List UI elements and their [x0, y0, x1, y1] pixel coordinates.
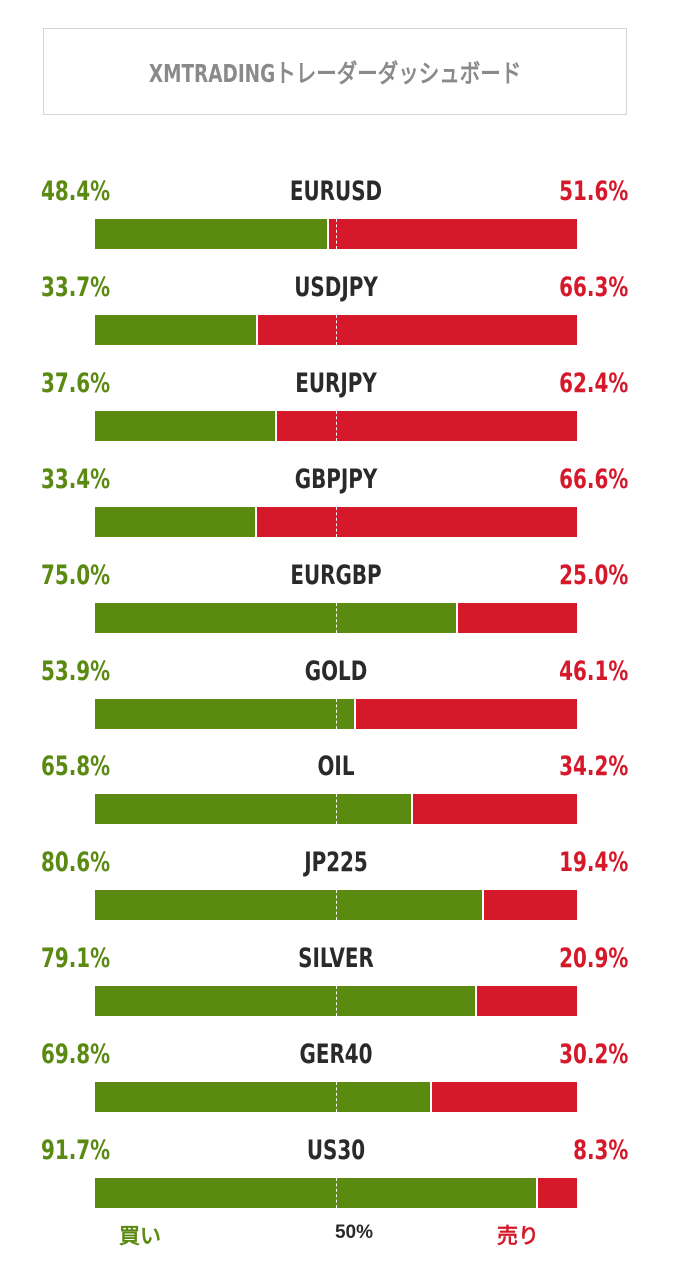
symbol-label: EURJPY	[295, 367, 377, 399]
buy-percent-label: 69.8%	[41, 1039, 111, 1071]
buy-percent-label: 79.1%	[41, 943, 111, 975]
buy-bar-segment	[95, 986, 476, 1017]
buy-percent-label: 37.6%	[41, 367, 111, 399]
buy-bar-segment	[95, 602, 457, 633]
midline-marker	[336, 1082, 337, 1113]
buy-percent-label: 33.4%	[41, 463, 111, 495]
sentiment-bar	[95, 698, 577, 729]
sell-percent-label: 30.2%	[558, 1039, 628, 1071]
sentiment-row: 33.7% USDJPY 66.3%	[0, 271, 683, 369]
sentiment-row: 69.8% GER40 30.2%	[0, 1040, 683, 1136]
symbol-label: EURUSD	[289, 176, 383, 207]
legend-sell-label: 売り	[497, 1225, 539, 1248]
sentiment-row: 80.6% JP225 19.4%	[0, 848, 683, 944]
sentiment-row: 79.1% SILVER 20.9%	[0, 944, 683, 1040]
sentiment-row: 33.4% GBPJPY 66.6%	[0, 463, 683, 561]
legend-midpoint-label: 50%	[334, 1222, 374, 1243]
sentiment-row: 91.7% US30 8.3%	[0, 1136, 683, 1232]
sentiment-bar	[95, 986, 577, 1017]
sentiment-row: 53.9% GOLD 46.1%	[0, 655, 683, 753]
sell-percent-label: 66.3%	[558, 271, 628, 303]
sell-percent-label: 19.4%	[558, 847, 628, 879]
sentiment-row: 75.0% EURGBP 25.0%	[0, 559, 683, 657]
sell-percent-label: 66.6%	[558, 463, 628, 495]
chart-legend: 買い 50% 売り	[0, 1220, 683, 1250]
sentiment-row: 48.4% EURUSD 51.6%	[0, 177, 683, 273]
symbol-label: USDJPY	[294, 271, 378, 303]
sell-percent-label: 25.0%	[558, 559, 628, 591]
sell-percent-label: 62.4%	[558, 367, 628, 399]
symbol-label: GBPJPY	[294, 463, 378, 495]
dashboard-header: XMTRADINGトレーダーダッシュボード	[43, 28, 627, 115]
symbol-label: SILVER	[298, 943, 374, 975]
buy-bar-segment	[95, 410, 276, 441]
bar-segment-divider	[275, 410, 277, 441]
sell-percent-label: 46.1%	[558, 655, 628, 687]
buy-percent-label: 48.4%	[41, 176, 111, 207]
bar-segment-divider	[475, 986, 477, 1017]
bar-segment-divider	[536, 1178, 538, 1208]
bar-segment-divider	[256, 314, 258, 345]
midline-marker	[336, 219, 337, 249]
sentiment-bar	[95, 794, 577, 825]
bar-segment-divider	[456, 602, 458, 633]
buy-bar-segment	[95, 890, 483, 921]
buy-bar-segment	[95, 219, 328, 249]
sentiment-bar	[95, 314, 577, 345]
sentiment-bar	[95, 410, 577, 441]
symbol-label: GER40	[299, 1039, 373, 1071]
sentiment-row: 65.8% OIL 34.2%	[0, 752, 683, 848]
bar-segment-divider	[411, 794, 413, 825]
midline-marker	[336, 986, 337, 1017]
legend-buy-label: 買い	[119, 1225, 161, 1248]
buy-bar-segment	[95, 1178, 537, 1208]
bar-segment-divider	[482, 890, 484, 921]
sentiment-bar	[95, 506, 577, 537]
midline-marker	[336, 314, 337, 345]
midline-marker	[336, 698, 337, 729]
buy-percent-label: 80.6%	[41, 847, 111, 879]
sentiment-bar	[95, 1178, 577, 1208]
bar-segment-divider	[430, 1082, 432, 1113]
buy-percent-label: 91.7%	[41, 1135, 111, 1166]
midline-marker	[336, 602, 337, 633]
bar-segment-divider	[327, 219, 329, 249]
sentiment-bar	[95, 1082, 577, 1113]
sentiment-row: 37.6% EURJPY 62.4%	[0, 367, 683, 465]
sell-percent-label: 34.2%	[558, 751, 628, 783]
buy-bar-segment	[95, 1082, 431, 1113]
midline-marker	[336, 410, 337, 441]
symbol-label: JP225	[304, 847, 368, 879]
buy-percent-label: 53.9%	[41, 655, 111, 687]
buy-bar-segment	[95, 314, 257, 345]
buy-percent-label: 75.0%	[41, 559, 111, 591]
bar-segment-divider	[255, 506, 257, 537]
sell-percent-label: 51.6%	[558, 176, 628, 207]
symbol-label: EURGBP	[290, 559, 382, 591]
midline-marker	[336, 890, 337, 921]
buy-percent-label: 33.7%	[41, 271, 111, 303]
buy-bar-segment	[95, 506, 256, 537]
page-title: XMTRADINGトレーダーダッシュボード	[148, 58, 522, 88]
sentiment-bar	[95, 219, 577, 249]
sell-percent-label: 20.9%	[558, 943, 628, 975]
symbol-label: OIL	[317, 751, 355, 783]
buy-bar-segment	[95, 794, 412, 825]
symbol-label: GOLD	[304, 655, 368, 687]
bar-segment-divider	[354, 698, 356, 729]
buy-bar-segment	[95, 698, 355, 729]
sentiment-bar	[95, 602, 577, 633]
midline-marker	[336, 794, 337, 825]
buy-percent-label: 65.8%	[41, 751, 111, 783]
midline-marker	[336, 1178, 337, 1208]
symbol-label: US30	[306, 1135, 366, 1166]
sentiment-bar	[95, 890, 577, 921]
midline-marker	[336, 506, 337, 537]
sell-percent-label: 8.3%	[572, 1135, 628, 1166]
